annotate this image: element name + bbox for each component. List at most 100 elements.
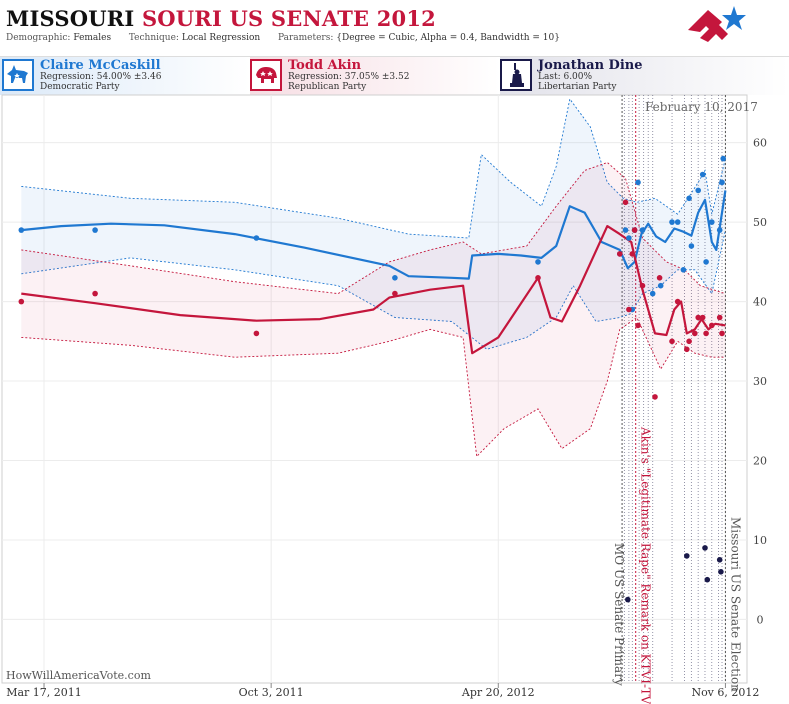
site-footer-link[interactable]: HowWillAmericaVote.com [6,669,151,682]
poll-point [720,155,726,162]
confidence-lower-line [21,230,726,350]
poll-point [680,267,687,273]
candidate-stat: Regression: 37.05% ±3.52 [288,72,410,82]
date-stamp: February 10, 2017 [645,100,758,114]
poll-point [674,219,681,225]
poll-point [719,330,725,337]
poll-point [684,346,690,353]
poll-point [709,322,715,329]
poll-point [639,282,646,289]
event-label: Akin's "Legitimate Rape" Remark on KTVI-… [639,426,653,704]
poll-point [92,227,98,233]
poll-point [684,553,690,559]
confidence-band [21,99,726,350]
poll-chart: 0 10 20 30 40 50 60 Mar 17, 2011 Oct 3, 2011 Apr … [1,94,767,704]
poll-point [535,259,541,265]
star-flag-logo-icon [688,6,746,42]
poll-point [625,596,631,603]
technique-value: Local Regression [181,33,261,43]
poll-point [716,227,723,233]
candidate-party: Democratic Party [40,82,120,92]
candidate-mccaskill: Claire McCaskill Regression: 54.00% ±3.4… [2,57,242,95]
poll-point [649,290,656,297]
poll-point [674,298,681,305]
regression-line [21,225,726,355]
poll-point [622,227,629,233]
demographic-label: Demographic: [6,33,71,43]
parameters-value: {Degree = Cubic, Alpha = 0.4, Bandwidth … [336,33,560,43]
header: MISSOURI SOURI US SENATE 2012 Demographi… [0,0,789,56]
y-tick-label: 60 [753,137,767,150]
poll-point [535,275,541,281]
plot-frame [1,94,748,684]
y-tick-label: 10 [753,534,767,547]
poll-point [703,259,709,265]
y-tick-label: 50 [753,216,767,229]
poll-point [688,243,695,249]
poll-point [622,199,629,206]
poll-point [695,187,701,194]
candidate-name: Todd Akin [288,58,362,73]
poll-point [617,251,623,257]
poll-point [686,338,692,345]
poll-point [629,251,636,257]
candidate-party: Republican Party [288,82,367,92]
elephant-icon [250,59,282,91]
candidate-akin: Todd Akin Regression: 37.05% ±3.52 Repub… [250,57,490,95]
state-name: MISSOURI [6,6,135,31]
poll-point [631,227,638,233]
y-tick-label: 0 [757,613,764,626]
poll-point [704,576,711,583]
x-tick-label: Mar 17, 2011 [6,686,82,699]
x-tick-label: Apr 20, 2012 [461,686,535,699]
x-tick-label: Oct 3, 2011 [239,686,304,699]
parameters-line: Demographic: Females Technique: Local Re… [6,33,560,43]
poll-point [695,314,701,321]
poll-point [652,394,658,400]
x-tick-label: Nov 6, 2012 [691,686,759,699]
poll-point [253,330,260,337]
poll-point [18,298,25,305]
poll-point [635,179,641,186]
candidate-bar-background [0,57,789,95]
y-tick-label: 20 [753,455,767,468]
poll-point [626,306,632,313]
poll-point [692,330,698,337]
poll-point [686,195,692,202]
poll-point [626,235,632,241]
confidence-upper-line [21,161,726,295]
poll-point [635,322,641,329]
page-title: MISSOURI SOURI US SENATE 2012 [6,6,436,31]
poll-point [253,235,260,241]
poll-point [656,275,663,281]
candidate-dine: Jonathan Dine Last: 6.00% Libertarian Pa… [500,57,760,95]
demographic-value: Females [73,33,112,43]
poll-point [392,275,398,281]
title-rest: SOURI US SENATE 2012 [141,6,436,31]
candidate-stat: Regression: 54.00% ±3.46 [40,72,162,82]
poll-point [716,557,723,563]
candidate-party: Libertarian Party [538,82,617,92]
poll-point [709,219,715,225]
poll-point [639,227,646,233]
candidate-bar: Claire McCaskill Regression: 54.00% ±3.4… [0,56,789,95]
poll-point [702,545,708,551]
event-label: MO US Senate Primary [612,543,626,686]
poll-point [719,179,725,186]
poll-point [657,282,664,289]
poll-point [92,290,98,297]
poll-point [18,227,25,233]
candidate-name: Jonathan Dine [538,58,643,73]
poll-point [718,569,724,575]
y-tick-label: 30 [753,375,767,388]
poll-point [716,314,723,321]
poll-point [669,219,675,225]
parameters-label: Parameters: [277,33,334,43]
confidence-lower-line [21,316,726,458]
regression-line [21,190,727,280]
poll-point [392,290,398,297]
poll-point [699,171,706,178]
candidate-name: Claire McCaskill [40,58,161,73]
poll-point [703,330,709,337]
event-label: Missouri US Senate Election [728,517,742,692]
